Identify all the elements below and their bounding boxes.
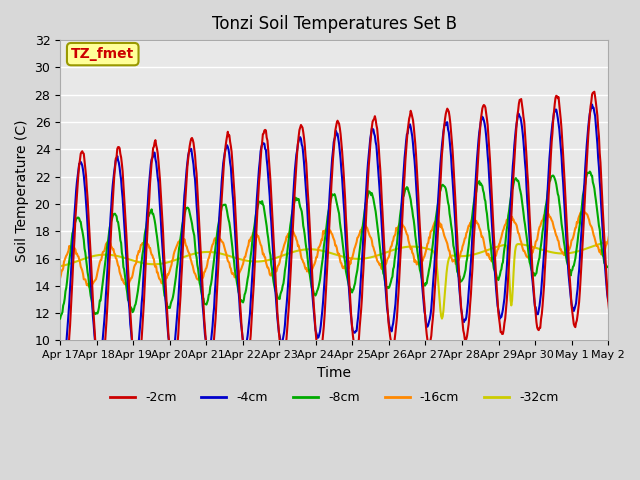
- Title: Tonzi Soil Temperatures Set B: Tonzi Soil Temperatures Set B: [212, 15, 456, 33]
- X-axis label: Time: Time: [317, 366, 351, 380]
- Text: TZ_fmet: TZ_fmet: [71, 47, 134, 61]
- Y-axis label: Soil Temperature (C): Soil Temperature (C): [15, 119, 29, 262]
- Legend: -2cm, -4cm, -8cm, -16cm, -32cm: -2cm, -4cm, -8cm, -16cm, -32cm: [105, 386, 563, 409]
